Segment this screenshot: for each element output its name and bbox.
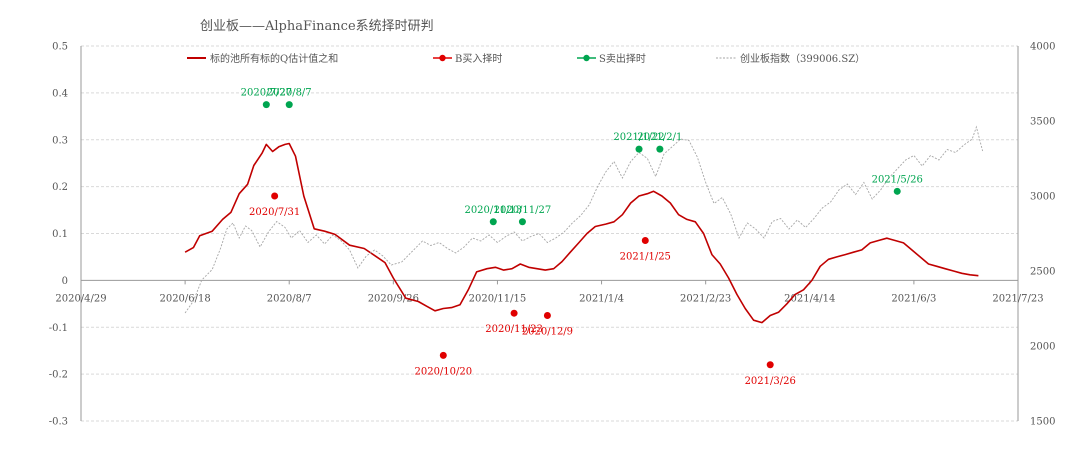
legend-label-buy: B买入择时 (455, 52, 502, 65)
buy-signal-point (271, 192, 279, 200)
y-right-tick-label: 3500 (1030, 117, 1055, 128)
buy-signal-label: 2020/10/20 (414, 366, 472, 377)
y-left-tick-label: -0.2 (49, 370, 68, 381)
sell-signal-point (635, 145, 643, 153)
x-tick-label: 2020/9/26 (368, 293, 419, 304)
legend-label-sell: S卖出择时 (599, 52, 646, 65)
x-tick-label: 2020/6/18 (159, 293, 210, 304)
x-tick-label: 2021/6/3 (891, 293, 936, 304)
y-left-tick-label: 0.2 (52, 182, 68, 193)
x-tick-label: 2020/4/29 (55, 293, 106, 304)
y-left-tick-label: 0.5 (52, 42, 68, 53)
y-right-tick-label: 2000 (1030, 342, 1055, 353)
sell-signal-label: 2020/7/27 (241, 88, 292, 99)
series-line-index (184, 125, 984, 314)
y-left-tick-label: 0.3 (52, 135, 68, 146)
buy-signal-point (641, 237, 649, 245)
buy-signal-point (766, 361, 774, 369)
x-tick-label: 2021/4/14 (784, 293, 835, 304)
sell-signal-point (656, 145, 664, 153)
legend-swatch-sell-dot (583, 54, 590, 62)
sell-signal-point (285, 101, 293, 109)
sell-signal-label: 2020/8/7 (267, 88, 312, 99)
y-right-tick-label: 2500 (1030, 267, 1055, 278)
legend-label-index: 创业板指数（399006.SZ） (740, 52, 865, 65)
series-line-q-estimate (184, 142, 979, 324)
sell-signal-point (518, 218, 526, 226)
buy-signal-label: 2020/11/23 (485, 324, 543, 335)
legend-swatch-buy-dot (439, 54, 446, 62)
x-tick-label: 2021/1/4 (579, 293, 624, 304)
sell-signal-point (489, 218, 497, 226)
sell-signal-point (893, 187, 901, 195)
buy-signal-label: 2021/1/25 (620, 252, 671, 263)
y-right-tick-label: 1500 (1030, 417, 1055, 428)
y-left-tick-label: -0.1 (49, 323, 68, 334)
y-right-tick-label: 3000 (1030, 192, 1055, 203)
x-tick-label: 2020/11/15 (469, 293, 527, 304)
sell-signal-label: 2020/11/13 (464, 205, 522, 216)
sell-signal-label: 2021/2/1 (637, 132, 682, 143)
buy-signal-label: 2020/7/31 (249, 207, 300, 218)
x-tick-label: 2020/8/7 (267, 293, 312, 304)
y-left-tick-label: -0.3 (49, 417, 68, 428)
chart-title: 创业板——AlphaFinance系统择时研判 (200, 19, 434, 34)
buy-signal-label: 2021/3/26 (745, 376, 796, 387)
sell-signal-point (262, 101, 270, 109)
buy-signal-point (439, 351, 447, 359)
legend-label-q-estimate: 标的池所有标的Q估计值之和 (210, 52, 338, 65)
sell-signal-label: 2021/5/26 (872, 174, 923, 185)
buy-signal-point (510, 309, 518, 317)
x-tick-label: 2021/2/23 (680, 293, 731, 304)
y-left-tick-label: 0.1 (52, 229, 68, 240)
sell-signal-label: 2020/11/27 (494, 205, 552, 216)
buy-signal-label: 2020/12/9 (522, 327, 573, 338)
y-left-tick-label: 0 (62, 276, 68, 287)
buy-signal-point (543, 312, 551, 320)
x-tick-label: 2021/7/23 (992, 293, 1043, 304)
sell-signal-label: 2021/1/22 (613, 132, 664, 143)
y-left-tick-label: 0.4 (52, 88, 68, 99)
y-right-tick-label: 4000 (1030, 42, 1055, 53)
